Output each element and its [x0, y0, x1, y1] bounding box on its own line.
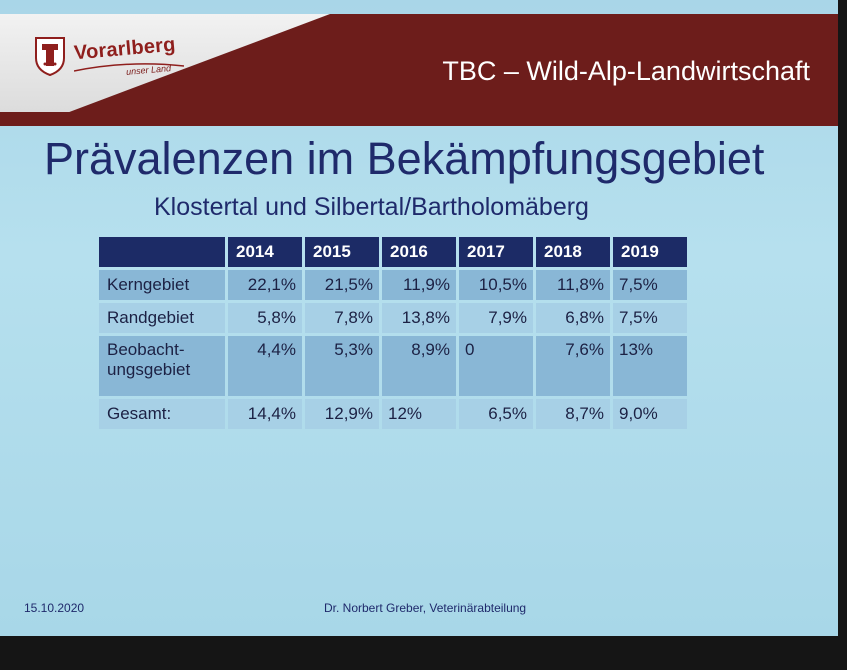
- row-label: Beobacht-ungsgebiet: [99, 336, 225, 396]
- presentation-slide: Vorarlberg unser Land TBC – Wild-Alp-Lan…: [0, 0, 838, 636]
- prevalence-table: 2014 2015 2016 2017 2018 2019 Kerngebiet…: [96, 234, 690, 432]
- table-header-cell: 2016: [382, 237, 456, 267]
- table-cell: 5,3%: [305, 336, 379, 396]
- table-cell: 5,8%: [228, 303, 302, 333]
- table-header-row: 2014 2015 2016 2017 2018 2019: [99, 237, 687, 267]
- footer-author: Dr. Norbert Greber, Veterinärabteilung: [324, 601, 527, 615]
- table-cell: 6,8%: [536, 303, 610, 333]
- logo-name: Vorarlberg: [73, 33, 177, 65]
- table-cell: 7,9%: [459, 303, 533, 333]
- table-cell: 13,8%: [382, 303, 456, 333]
- table-header-cell: 2015: [305, 237, 379, 267]
- table-row: Randgebiet 5,8% 7,8% 13,8% 7,9% 6,8% 7,5…: [99, 303, 687, 333]
- table-row: Kerngebiet 22,1% 21,5% 11,9% 10,5% 11,8%…: [99, 270, 687, 300]
- table-cell: 6,5%: [459, 399, 533, 429]
- table-cell: 21,5%: [305, 270, 379, 300]
- table-header-cell: 2019: [613, 237, 687, 267]
- table-cell: 10,5%: [459, 270, 533, 300]
- logo-banner: Vorarlberg unser Land: [0, 14, 330, 112]
- table-cell: 8,9%: [382, 336, 456, 396]
- table-row: Gesamt: 14,4% 12,9% 12% 6,5% 8,7% 9,0%: [99, 399, 687, 429]
- row-label: Gesamt:: [99, 399, 225, 429]
- table-cell: 11,8%: [536, 270, 610, 300]
- row-label: Randgebiet: [99, 303, 225, 333]
- table-cell: 13%: [613, 336, 687, 396]
- main-heading: Prävalenzen im Bekämpfungsgebiet: [44, 133, 765, 184]
- row-label-line: ungsgebiet: [107, 360, 191, 379]
- table-header-cell: 2017: [459, 237, 533, 267]
- table-cell: 8,7%: [536, 399, 610, 429]
- vorarlberg-logo: Vorarlberg unser Land: [28, 32, 198, 77]
- table-row: Beobacht-ungsgebiet 4,4% 5,3% 8,9% 0 7,6…: [99, 336, 687, 396]
- table-cell: 7,5%: [613, 303, 687, 333]
- table-header-cell: 2014: [228, 237, 302, 267]
- coat-of-arms-icon: [35, 37, 65, 76]
- table-cell: 7,5%: [613, 270, 687, 300]
- table-cell: 11,9%: [382, 270, 456, 300]
- row-label-line: Beobacht-: [107, 340, 185, 359]
- table-cell: 4,4%: [228, 336, 302, 396]
- table-cell: 0: [459, 336, 533, 396]
- table-cell: 9,0%: [613, 399, 687, 429]
- table-cell: 7,6%: [536, 336, 610, 396]
- table-cell: 14,4%: [228, 399, 302, 429]
- table-cell: 7,8%: [305, 303, 379, 333]
- table-header-cell: [99, 237, 225, 267]
- table-cell: 22,1%: [228, 270, 302, 300]
- slide-title: TBC – Wild-Alp-Landwirtschaft: [442, 56, 810, 86]
- row-label: Kerngebiet: [99, 270, 225, 300]
- logo-swoosh-icon: [74, 63, 184, 72]
- table-cell: 12,9%: [305, 399, 379, 429]
- table-header-cell: 2018: [536, 237, 610, 267]
- slide-header-band: Vorarlberg unser Land TBC – Wild-Alp-Lan…: [0, 14, 838, 126]
- table-cell: 12%: [382, 399, 456, 429]
- footer-date: 15.10.2020: [24, 601, 85, 615]
- sub-heading: Klostertal und Silbertal/Bartholomäberg: [154, 193, 589, 221]
